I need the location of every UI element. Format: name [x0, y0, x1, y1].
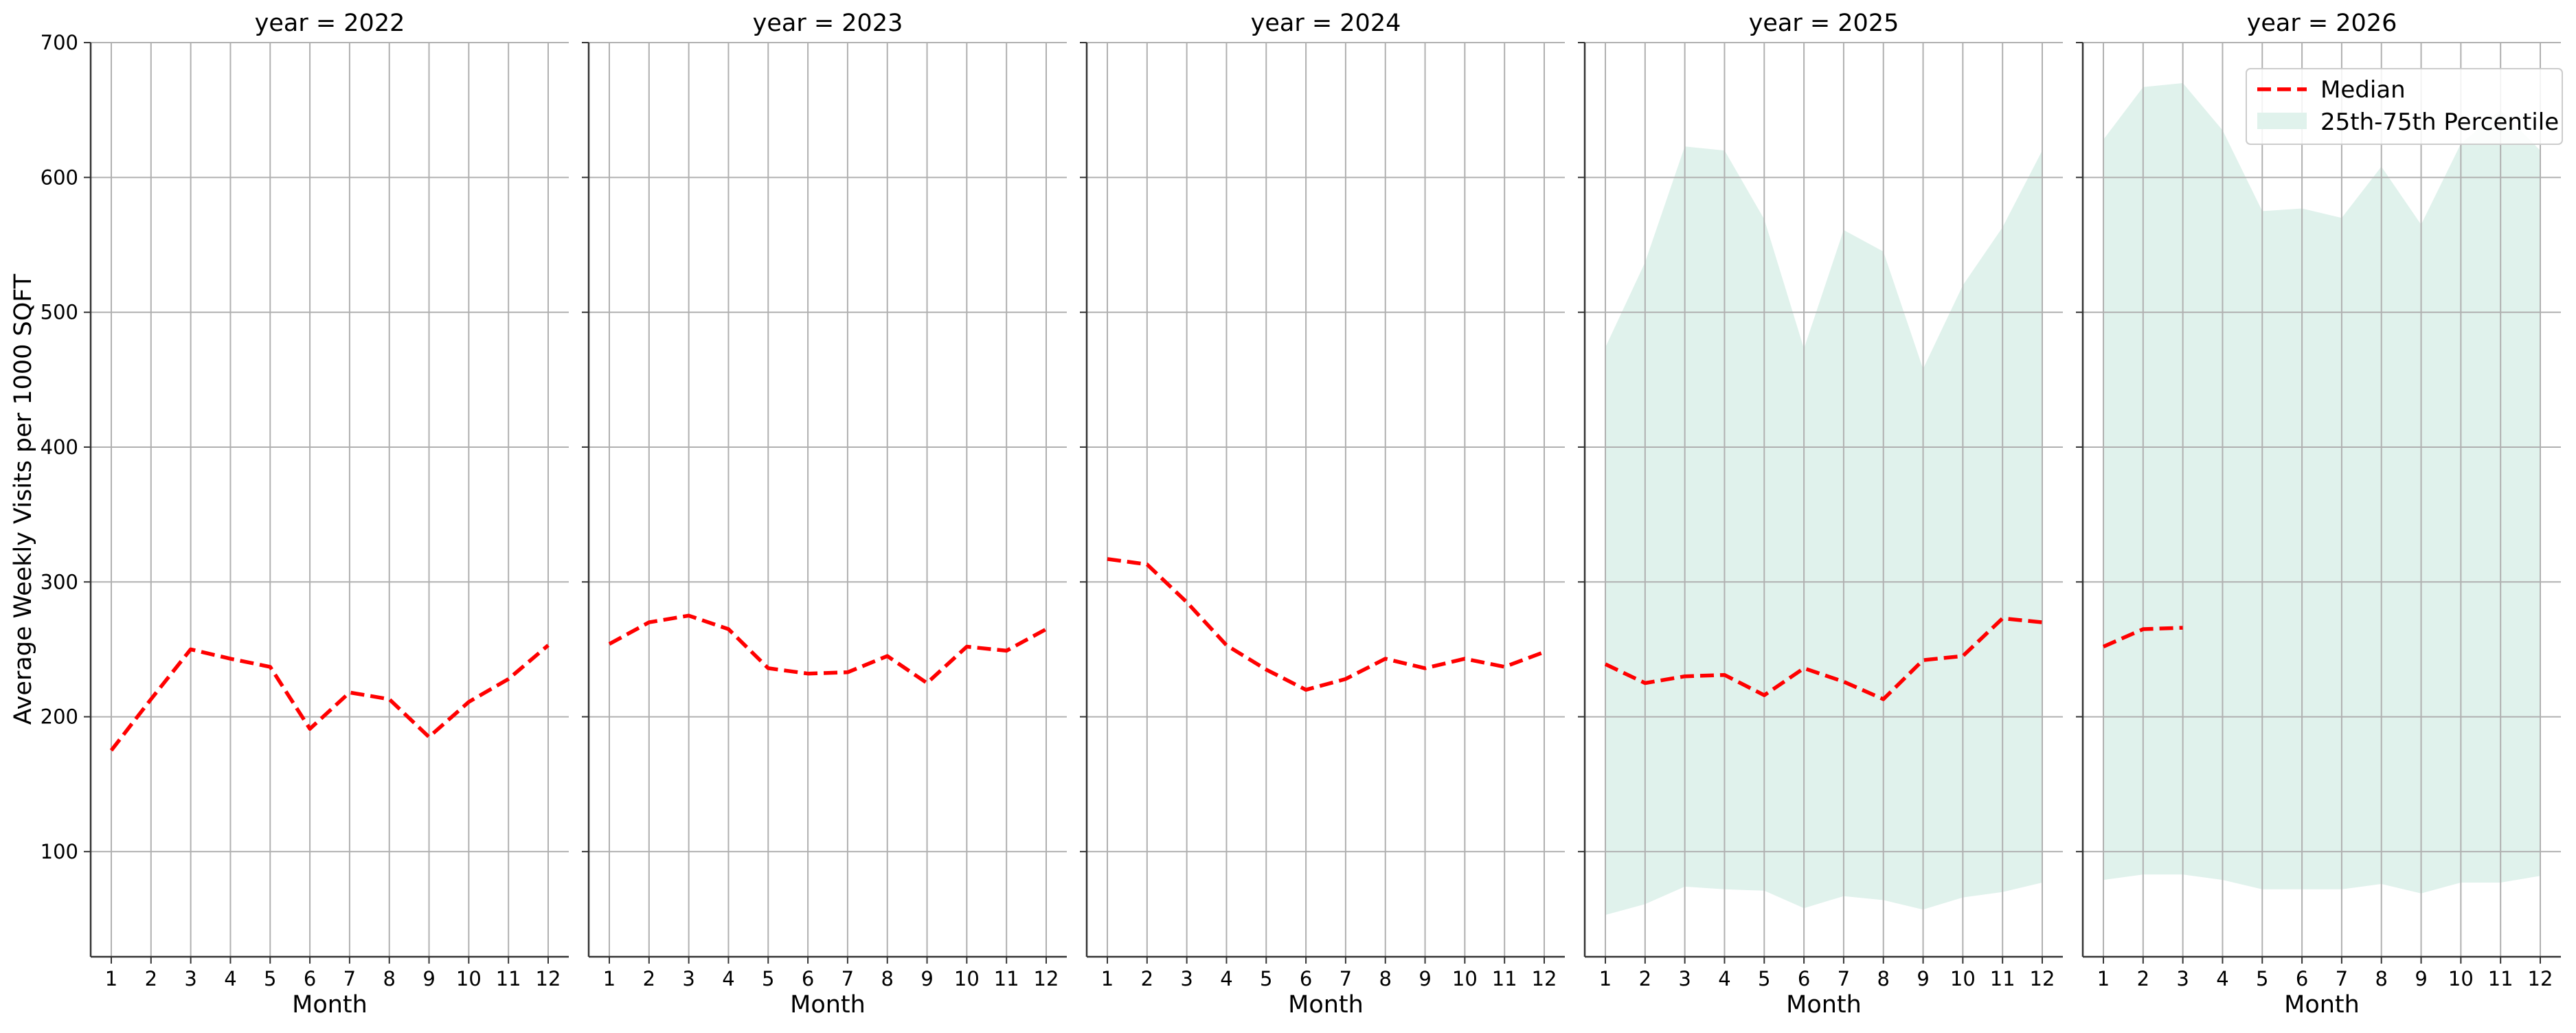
y-axis-label: Average Weekly Visits per 1000 SQFT [10, 273, 37, 725]
legend-band-swatch [2257, 113, 2307, 129]
x-tick-label: 5 [2256, 967, 2268, 990]
x-tick-label: 4 [722, 967, 734, 990]
panel-2022: 1 2 3 4 5 6 7 8 9 10 11 12100200300400500600700year… [41, 10, 569, 1019]
percentile-band [2103, 82, 2540, 894]
x-tick-label: 6 [1300, 967, 1312, 990]
x-tick-label: 5 [1758, 967, 1770, 990]
x-tick-label: 8 [1877, 967, 1890, 990]
x-tick-label: 4 [224, 967, 236, 990]
y-tick-label: 700 [41, 31, 78, 54]
x-tick-label: 5 [1260, 967, 1272, 990]
x-tick-label: 3 [2176, 967, 2189, 990]
panel-title: year = 2022 [255, 10, 405, 37]
x-tick-label: 6 [802, 967, 814, 990]
x-tick-label: 10 [1950, 967, 1976, 990]
x-axis-label: Month [790, 991, 866, 1019]
x-tick-label: 9 [1917, 967, 1929, 990]
x-tick-label: 5 [264, 967, 276, 990]
percentile-band [1605, 146, 2042, 916]
median-line [608, 613, 1048, 685]
x-tick-label: 3 [682, 967, 694, 990]
x-tick-label: 8 [2375, 967, 2388, 990]
x-axis-label: Month [1288, 991, 1364, 1019]
x-tick-label: 2 [1141, 967, 1153, 990]
x-tick-label: 3 [1180, 967, 1193, 990]
y-tick-label: 500 [41, 301, 78, 324]
panel-title: year = 2026 [2247, 10, 2397, 37]
x-tick-label: 10 [954, 967, 980, 990]
x-axis-label: Month [2284, 991, 2360, 1019]
x-tick-label: 2 [1639, 967, 1651, 990]
y-tick-label: 600 [41, 166, 78, 189]
legend-median-label: Median [2320, 76, 2406, 104]
x-tick-label: 7 [2336, 967, 2348, 990]
x-tick-label: 8 [1379, 967, 1392, 990]
x-tick-label: 10 [456, 967, 482, 990]
x-tick-label: 2 [643, 967, 655, 990]
y-tick-label: 300 [41, 570, 78, 593]
legend-band-label: 25th-75th Percentile [2320, 109, 2559, 136]
x-tick-label: 1 [1599, 967, 1612, 990]
x-axis-label: Month [1786, 991, 1862, 1019]
x-tick-label: 11 [994, 967, 1019, 990]
y-tick-label: 200 [41, 705, 78, 729]
median-line [109, 644, 550, 752]
x-axis-label: Month [292, 991, 368, 1019]
x-tick-label: 11 [1492, 967, 1517, 990]
x-tick-label: 1 [105, 967, 117, 990]
median-line [2102, 626, 2183, 649]
x-tick-label: 12 [2528, 967, 2553, 990]
x-tick-label: 10 [1452, 967, 1478, 990]
legend-box [2246, 68, 2563, 145]
x-tick-label: 8 [881, 967, 894, 990]
x-tick-label: 1 [2097, 967, 2110, 990]
x-tick-label: 1 [603, 967, 615, 990]
x-tick-label: 7 [343, 967, 356, 990]
x-tick-label: 4 [2216, 967, 2228, 990]
y-tick-label: 400 [41, 435, 78, 459]
x-tick-label: 6 [304, 967, 316, 990]
x-tick-label: 9 [2415, 967, 2427, 990]
y-tick-label: 100 [41, 840, 78, 863]
x-tick-label: 12 [536, 967, 561, 990]
x-tick-label: 12 [2030, 967, 2055, 990]
panel-title: year = 2023 [753, 10, 903, 37]
x-tick-label: 2 [2137, 967, 2149, 990]
x-tick-label: 9 [920, 967, 933, 990]
x-tick-label: 6 [2296, 967, 2308, 990]
x-tick-label: 11 [2488, 967, 2513, 990]
x-tick-label: 12 [1532, 967, 1557, 990]
legend: Median 25th-75th Percentile [2246, 68, 2563, 145]
x-tick-label: 10 [2448, 967, 2474, 990]
x-tick-label: 7 [841, 967, 854, 990]
x-tick-label: 6 [1798, 967, 1810, 990]
x-tick-label: 1 [1101, 967, 1114, 990]
x-tick-label: 3 [1678, 967, 1691, 990]
x-tick-label: 9 [422, 967, 435, 990]
panel-title: year = 2024 [1251, 10, 1401, 37]
x-tick-label: 7 [1838, 967, 1850, 990]
x-tick-label: 4 [1220, 967, 1232, 990]
panel-title: year = 2025 [1749, 10, 1899, 37]
x-tick-label: 9 [1419, 967, 1431, 990]
x-tick-label: 3 [184, 967, 196, 990]
x-tick-label: 12 [1034, 967, 1059, 990]
x-tick-label: 11 [1990, 967, 2015, 990]
x-tick-label: 8 [383, 967, 396, 990]
x-tick-label: 5 [762, 967, 774, 990]
median-line [1604, 616, 2043, 701]
x-tick-label: 11 [496, 967, 521, 990]
x-tick-label: 7 [1340, 967, 1352, 990]
median-line [1107, 557, 1545, 692]
x-tick-label: 2 [145, 967, 157, 990]
x-tick-label: 4 [1718, 967, 1730, 990]
